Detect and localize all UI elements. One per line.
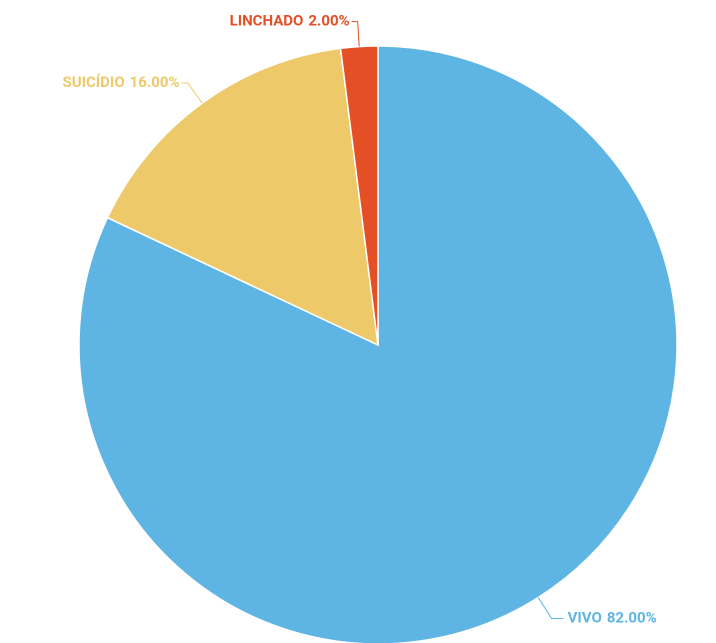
slice-name: SUICÍDIO [62,73,124,91]
pie-slice [78,45,678,643]
slice-label: SUICÍDIO 16.00% [62,73,179,91]
slice-name: VIVO [568,609,602,627]
pie-slice [106,47,379,347]
leader-line [537,597,564,620]
slice-value: 16.00% [130,73,180,91]
slice-label: VIVO 82.00% [568,609,657,627]
slice-label: LINCHADO 2.00% [230,12,350,30]
slice-value: 2.00% [308,12,349,30]
leader-line [181,82,203,104]
slice-value: 82.00% [607,609,657,627]
slice-name: LINCHADO [230,12,304,30]
leader-line [351,21,360,47]
